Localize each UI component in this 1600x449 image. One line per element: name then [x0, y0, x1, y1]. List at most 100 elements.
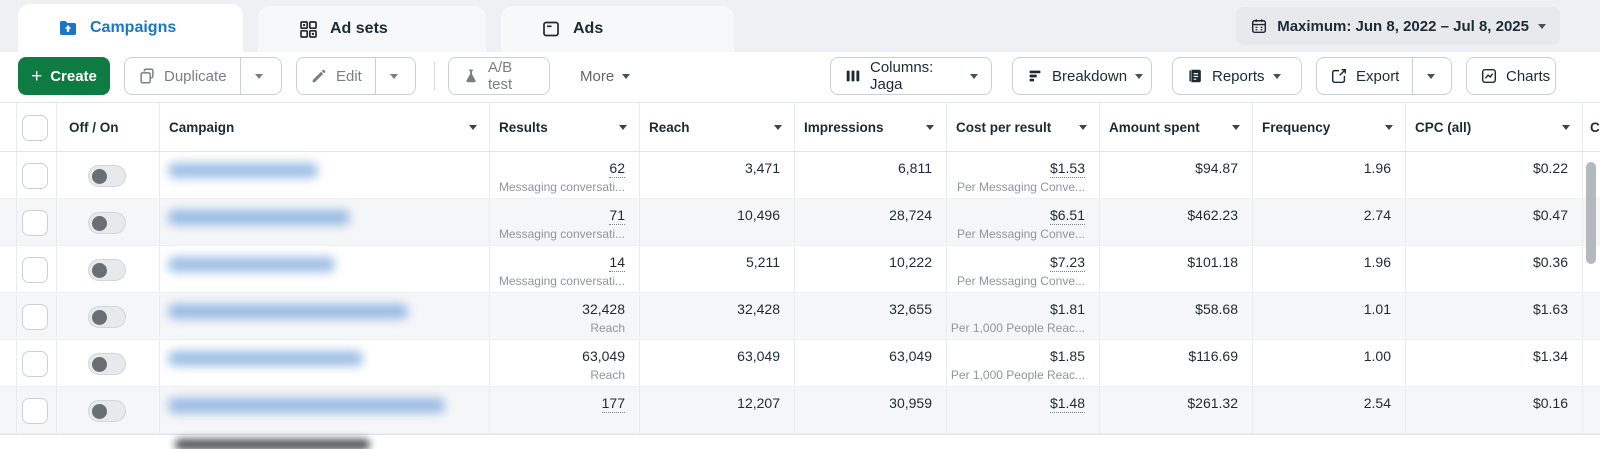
row-select-cell — [17, 387, 57, 433]
reach-cell: 63,049 — [640, 340, 795, 386]
row-select-cell — [17, 246, 57, 292]
frequency-value: 1.96 — [1363, 254, 1391, 270]
header-results[interactable]: Results — [490, 103, 640, 151]
header-reach[interactable]: Reach — [640, 103, 795, 151]
chevron-down-icon — [1427, 73, 1436, 79]
off-on-toggle[interactable] — [88, 212, 126, 234]
edit-button[interactable]: Edit — [297, 58, 375, 94]
results-value: 14 — [609, 254, 625, 272]
cost-per-result-cell: $1.53 Per Messaging Conve... — [947, 152, 1100, 198]
header-frequency[interactable]: Frequency — [1253, 103, 1406, 151]
campaign-name-blur[interactable] — [168, 304, 408, 319]
impressions-value: 63,049 — [889, 348, 932, 364]
toolbar-divider — [434, 62, 435, 90]
amount-spent-value: $261.32 — [1187, 395, 1238, 411]
table-row: 32,428 Reach 32,428 32,655 $1.81 Per 1,0… — [0, 293, 1600, 340]
results-sublabel: Reach — [590, 368, 625, 382]
sort-caret-icon — [774, 125, 782, 130]
row-checkbox[interactable] — [22, 210, 48, 236]
tab-ad-sets[interactable]: Ad sets — [258, 6, 486, 52]
row-checkbox[interactable] — [22, 398, 48, 424]
cost-per-result-cell: $1.85 Per 1,000 People Reac... — [947, 340, 1100, 386]
chevron-down-icon — [254, 73, 263, 79]
header-cost-per-result[interactable]: Cost per result — [947, 103, 1100, 151]
create-button[interactable]: + Create — [18, 57, 110, 95]
amount-spent-value: $101.18 — [1187, 254, 1238, 270]
duplicate-dropdown-button[interactable] — [239, 58, 277, 94]
results-value: 63,049 — [582, 348, 625, 364]
redacted-summary-text — [175, 439, 370, 449]
chevron-down-icon — [389, 73, 398, 79]
off-on-toggle[interactable] — [88, 259, 126, 281]
reach-value: 3,471 — [744, 160, 780, 176]
results-value: 62 — [609, 160, 625, 178]
cost-per-result-cell: $1.48 — [947, 387, 1100, 433]
campaign-cell — [160, 152, 490, 198]
impressions-cell: 10,222 — [795, 246, 947, 292]
row-spacer — [0, 152, 17, 198]
columns-button[interactable]: Columns: Jaga — [830, 57, 992, 95]
export-dropdown-button[interactable] — [1412, 58, 1449, 94]
results-cell: 32,428 Reach — [490, 293, 640, 339]
amount-spent-value: $462.23 — [1187, 207, 1238, 223]
campaigns-table: Off / On Campaign Results Reach Impressi… — [0, 102, 1600, 449]
edit-dropdown-button[interactable] — [374, 58, 412, 94]
breakdown-button[interactable]: Breakdown — [1012, 57, 1152, 95]
impressions-value: 10,222 — [889, 254, 932, 270]
frequency-cell: 1.01 — [1253, 293, 1406, 339]
tab-campaigns[interactable]: Campaigns — [18, 4, 243, 52]
select-all-checkbox[interactable] — [22, 115, 48, 141]
reach-value: 12,207 — [737, 395, 780, 411]
off-on-toggle[interactable] — [88, 306, 126, 328]
header-cpc-all[interactable]: CPC (all) — [1406, 103, 1583, 151]
vertical-scrollbar[interactable] — [1586, 162, 1596, 264]
campaign-name-blur[interactable] — [168, 351, 363, 366]
chevron-down-icon — [622, 73, 631, 79]
duplicate-icon — [138, 67, 156, 85]
row-partial-cell — [1583, 387, 1600, 433]
header-campaign[interactable]: Campaign — [160, 103, 490, 151]
row-toggle-cell — [57, 199, 160, 245]
tab-ads[interactable]: Ads — [501, 6, 734, 52]
export-button[interactable]: Export — [1317, 58, 1412, 94]
header-impressions[interactable]: Impressions — [795, 103, 947, 151]
row-checkbox[interactable] — [22, 163, 48, 189]
campaign-name-blur[interactable] — [168, 257, 335, 272]
export-split-button: Export — [1316, 57, 1452, 95]
cost-per-result-sublabel: Per 1,000 People Reac... — [950, 321, 1085, 335]
amount-spent-cell: $101.18 — [1100, 246, 1253, 292]
cpc-cell: $0.36 — [1406, 246, 1583, 292]
campaign-name-blur[interactable] — [168, 210, 350, 225]
date-range-selector[interactable]: Maximum: Jun 8, 2022 – Jul 8, 2025 — [1236, 7, 1560, 45]
row-toggle-cell — [57, 293, 160, 339]
off-on-toggle[interactable] — [88, 165, 126, 187]
chevron-down-icon — [970, 73, 978, 79]
frequency-value: 1.01 — [1363, 301, 1391, 317]
header-amount-spent[interactable]: Amount spent — [1100, 103, 1253, 151]
sort-caret-icon — [926, 125, 934, 130]
ab-test-button[interactable]: A/B test — [448, 57, 550, 95]
row-checkbox[interactable] — [22, 351, 48, 377]
off-on-toggle[interactable] — [88, 400, 126, 422]
reports-button[interactable]: Reports — [1172, 57, 1302, 95]
reach-cell: 32,428 — [640, 293, 795, 339]
campaign-name-blur[interactable] — [168, 398, 445, 413]
cost-per-result-sublabel: Per 1,000 People Reac... — [950, 368, 1085, 382]
off-on-toggle[interactable] — [88, 353, 126, 375]
row-checkbox[interactable] — [22, 304, 48, 330]
cost-per-result-cell: $1.81 Per 1,000 People Reac... — [947, 293, 1100, 339]
cpc-cell: $0.22 — [1406, 152, 1583, 198]
row-checkbox[interactable] — [22, 257, 48, 283]
campaign-cell — [160, 293, 490, 339]
duplicate-button[interactable]: Duplicate — [125, 58, 240, 94]
results-cell: 71 Messaging conversati... — [490, 199, 640, 245]
sort-caret-icon — [1385, 125, 1393, 130]
flask-icon — [462, 67, 480, 85]
charts-button[interactable]: Charts — [1466, 57, 1556, 95]
header-off-on: Off / On — [57, 103, 160, 151]
date-range-label: Maximum: Jun 8, 2022 – Jul 8, 2025 — [1277, 17, 1529, 35]
impressions-value: 30,959 — [889, 395, 932, 411]
frequency-cell: 2.54 — [1253, 387, 1406, 433]
more-button[interactable]: More — [574, 57, 636, 95]
campaign-name-blur[interactable] — [168, 163, 318, 178]
